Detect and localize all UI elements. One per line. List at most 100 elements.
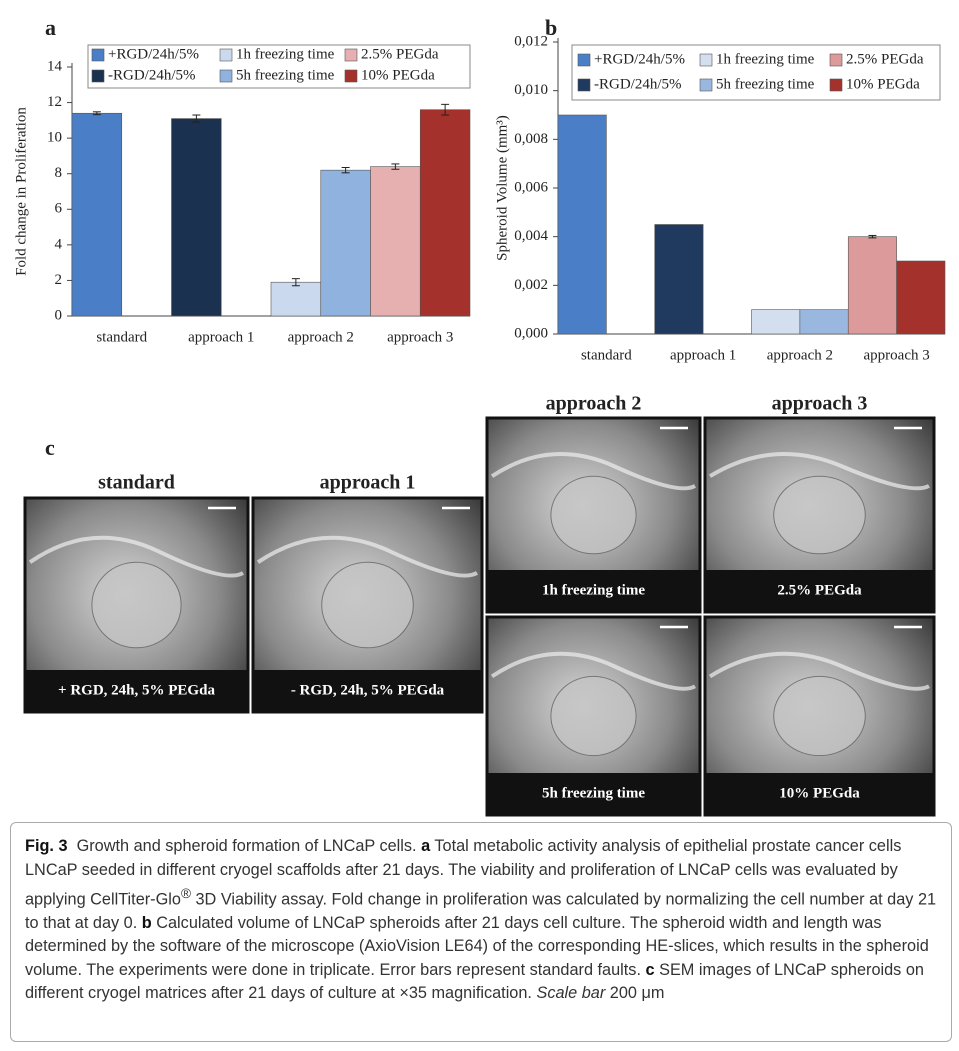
spheroid xyxy=(91,561,182,649)
caption-band xyxy=(25,670,248,712)
x-tick-label: approach 1 xyxy=(188,329,254,345)
y-axis-label: Spheroid Volume (mm³) xyxy=(494,115,510,261)
spheroid xyxy=(550,475,637,555)
y-tick-label: 8 xyxy=(55,165,63,181)
x-tick-label: approach 2 xyxy=(767,347,833,363)
image-caption: 10% PEGda xyxy=(779,785,860,801)
legend-label: 5h freezing time xyxy=(236,67,335,83)
x-tick-label: approach 3 xyxy=(387,329,453,345)
column-header: standard xyxy=(98,472,175,494)
column-header: approach 1 xyxy=(320,472,416,494)
y-tick-label: 0 xyxy=(55,307,63,323)
caption-band xyxy=(487,773,700,815)
error-bar xyxy=(441,103,450,116)
x-tick-label: approach 3 xyxy=(864,347,930,363)
bar xyxy=(896,260,946,335)
bar xyxy=(557,114,607,335)
scaffold xyxy=(490,651,697,691)
error-bar xyxy=(192,114,201,123)
y-tick-label: 0,012 xyxy=(514,33,548,49)
scaffold xyxy=(708,651,930,691)
legend-swatch xyxy=(577,53,591,67)
legend-label: 2.5% PEGda xyxy=(846,51,924,67)
spheroid xyxy=(321,561,414,649)
bar xyxy=(370,166,421,317)
legend-swatch xyxy=(829,53,843,67)
legend-label: 1h freezing time xyxy=(236,46,335,62)
error-bar xyxy=(341,166,350,174)
legend-label: 2.5% PEGda xyxy=(361,46,439,62)
y-tick-label: 0,010 xyxy=(514,82,548,98)
legend-swatch xyxy=(91,48,105,62)
y-tick-label: 0,008 xyxy=(514,131,548,147)
legend-swatch xyxy=(699,53,713,67)
legend-label: 10% PEGda xyxy=(361,67,435,83)
legend-swatch xyxy=(344,69,358,83)
image-caption: 5h freezing time xyxy=(542,785,645,801)
legend-swatch xyxy=(577,78,591,92)
bar xyxy=(847,236,897,335)
caption-text: ® xyxy=(180,886,191,901)
bar xyxy=(71,112,123,317)
y-tick-label: 0,004 xyxy=(514,228,548,244)
figure: a Fold change in Proliferation 0 2 4 6 8 10 12 14… xyxy=(13,15,946,817)
caption-band xyxy=(487,570,700,612)
legend-label: -RGD/24h/5% xyxy=(108,67,196,83)
scaffold xyxy=(490,452,697,491)
y-tick-label: 6 xyxy=(55,201,63,217)
bar xyxy=(419,109,471,317)
bar xyxy=(799,309,849,335)
y-tick-label: 0,000 xyxy=(514,325,548,341)
bar xyxy=(751,309,801,335)
caption-band xyxy=(705,570,934,612)
x-tick-label: approach 1 xyxy=(670,347,736,363)
caption-text: Total metabolic activity analysis of epi… xyxy=(25,837,902,909)
x-tick-label: standard xyxy=(96,329,147,345)
x-tick-label: approach 2 xyxy=(288,329,354,345)
image-caption: 1h freezing time xyxy=(542,582,645,598)
caption-text: SEM images of LNCaP spheroids on differe… xyxy=(25,960,924,1003)
panel-label: c xyxy=(45,435,55,460)
y-axis-label: Fold change in Proliferation xyxy=(13,107,29,276)
legend-label: 10% PEGda xyxy=(846,76,920,92)
figure-caption: Fig. 3 Growth and spheroid formation of … xyxy=(10,822,952,1042)
column-header: approach 2 xyxy=(546,393,642,415)
y-tick-label: 12 xyxy=(47,94,62,110)
y-tick-label: 2 xyxy=(55,272,63,288)
legend-label: +RGD/24h/5% xyxy=(594,51,685,67)
image-caption: - RGD, 24h, 5% PEGda xyxy=(291,682,445,698)
error-bar xyxy=(291,278,300,287)
panel-label: b xyxy=(545,15,557,40)
legend-swatch xyxy=(344,48,358,62)
caption-panel-ref: a xyxy=(421,837,431,855)
caption-band xyxy=(705,773,934,815)
bar xyxy=(171,118,222,317)
y-tick-label: 0,006 xyxy=(514,179,548,195)
spheroid xyxy=(773,475,866,555)
legend-label: +RGD/24h/5% xyxy=(108,46,199,62)
legend-label: 1h freezing time xyxy=(716,51,815,67)
scaffold xyxy=(256,535,479,578)
legend-swatch xyxy=(699,78,713,92)
bar xyxy=(320,169,371,317)
caption-panel-ref: c xyxy=(645,960,655,979)
bar xyxy=(654,224,704,335)
legend-swatch xyxy=(219,48,233,62)
spheroid xyxy=(550,675,637,757)
image-caption: + RGD, 24h, 5% PEGda xyxy=(58,682,215,698)
error-bar xyxy=(391,163,400,170)
caption-text: 3D Viability assay. Fold change in proli… xyxy=(25,890,937,932)
legend-swatch xyxy=(829,78,843,92)
x-tick-label: standard xyxy=(581,347,632,363)
scaffold xyxy=(28,535,245,578)
image-caption: 2.5% PEGda xyxy=(777,582,862,598)
legend-box xyxy=(87,44,471,89)
bar xyxy=(270,281,322,317)
scaffold xyxy=(708,452,930,491)
legend-label: 5h freezing time xyxy=(716,76,815,92)
legend-box xyxy=(571,44,941,101)
legend-swatch xyxy=(219,69,233,83)
caption-text: Calculated volume of LNCaP spheroids aft… xyxy=(25,913,929,979)
error-bar xyxy=(92,111,101,116)
